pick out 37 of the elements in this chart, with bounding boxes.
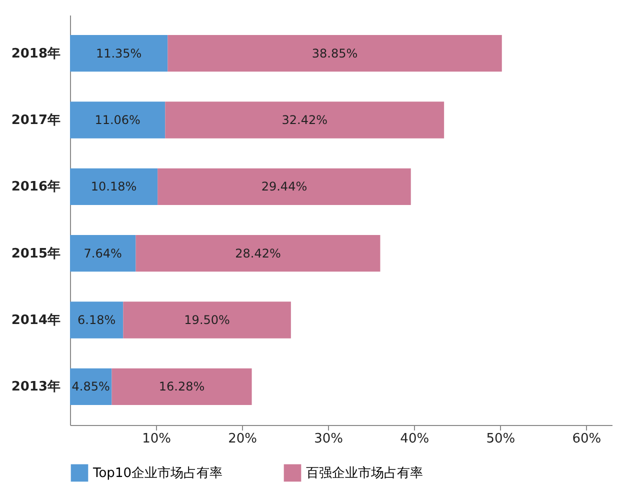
data-label: 11.06%	[94, 113, 140, 127]
legend-label: 百强企业市场占有率	[306, 464, 423, 481]
x-tick-label: 50%	[486, 432, 516, 446]
data-label: 38.85%	[312, 46, 358, 60]
y-tick-label: 2016年	[11, 180, 60, 195]
data-label: 7.64%	[84, 246, 122, 260]
x-tick-label: 20%	[228, 432, 258, 446]
data-label: 10.18%	[90, 180, 137, 194]
data-label: 16.28%	[158, 380, 205, 394]
data-label: 29.44%	[261, 180, 308, 194]
bar	[158, 168, 411, 205]
x-tick-label: 10%	[142, 432, 171, 446]
bar	[70, 35, 168, 72]
bar	[70, 235, 136, 272]
x-tick-label: 40%	[400, 432, 430, 446]
y-tick-label: 2013年	[11, 380, 60, 395]
bar	[112, 368, 252, 405]
x-tick-label: 30%	[314, 432, 344, 446]
y-tick-label: 2018年	[11, 46, 60, 62]
x-tick-label: 60%	[572, 432, 602, 446]
bar	[168, 35, 502, 72]
legend-label: Top10企业市场占有率	[92, 464, 222, 481]
data-label: 11.35%	[96, 46, 142, 60]
data-label: 32.42%	[282, 113, 328, 127]
bar	[136, 235, 380, 272]
bar	[123, 302, 291, 338]
y-tick-label: 2017年	[11, 113, 60, 128]
bar	[70, 102, 166, 138]
bar	[70, 302, 124, 338]
data-label: 19.50%	[184, 313, 230, 327]
data-label: 28.42%	[235, 246, 281, 260]
bar	[165, 102, 444, 138]
y-tick-label: 2015年	[11, 246, 60, 262]
data-label: 6.18%	[78, 313, 116, 327]
data-label: 4.85%	[72, 380, 110, 394]
bar	[70, 168, 158, 205]
y-tick-label: 2014年	[11, 313, 60, 328]
